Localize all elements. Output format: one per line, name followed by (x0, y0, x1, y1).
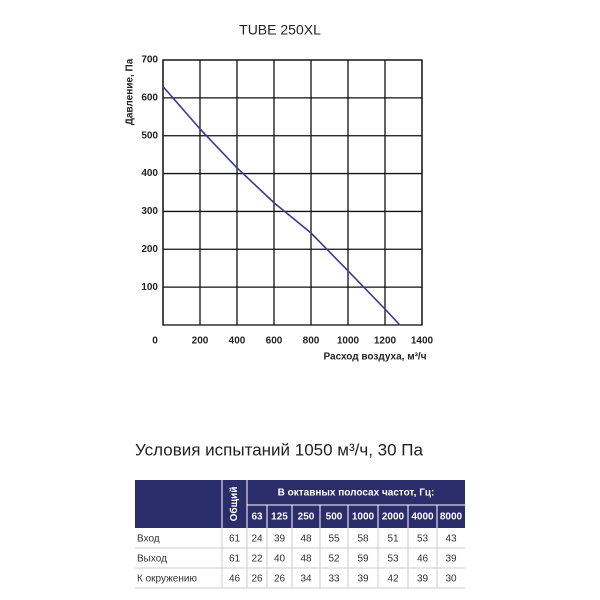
value-cell: 34 (300, 574, 312, 585)
value-cell: 51 (387, 534, 399, 545)
plot-frame (162, 59, 423, 326)
bands-header: В октавных полосах частот, Гц: (278, 488, 435, 499)
value-cell: 48 (300, 534, 312, 545)
row-label: К окружению (137, 574, 197, 585)
y-tick-label: 700 (141, 55, 158, 66)
test-conditions: Условия испытаний 1050 м³/ч, 30 Па (135, 440, 424, 459)
value-cell: 39 (274, 534, 286, 545)
x-tick-label: 0 (152, 336, 158, 347)
value-cell: 59 (357, 554, 369, 565)
value-cell: 55 (328, 534, 340, 545)
frequency-header: 1000 (352, 512, 375, 523)
frequency-header: 8000 (440, 512, 463, 523)
x-tick-label: 1200 (374, 336, 397, 347)
x-tick-label: 400 (229, 336, 246, 347)
value-cell: 39 (417, 574, 429, 585)
y-tick-label: 100 (141, 282, 158, 293)
value-cell: 40 (274, 554, 286, 565)
value-cell: 30 (445, 574, 457, 585)
value-cell: 46 (417, 554, 429, 565)
table-header (135, 480, 465, 528)
x-axis-label: Расход воздуха, м³/ч (323, 352, 426, 363)
value-cell: 53 (417, 534, 429, 545)
value-cell: 39 (357, 574, 369, 585)
value-cell: 52 (328, 554, 340, 565)
x-tick-label: 800 (303, 336, 320, 347)
value-cell: 22 (251, 554, 263, 565)
value-cell: 42 (387, 574, 399, 585)
y-tick-label: 500 (141, 130, 158, 141)
y-tick-label: 600 (141, 92, 158, 103)
total-cell: 61 (229, 534, 241, 545)
total-header: Общий (228, 487, 240, 522)
value-cell: 39 (445, 554, 457, 565)
data-line (162, 85, 401, 326)
row-label: Вход (137, 534, 160, 545)
x-tick-label: 1400 (411, 336, 434, 347)
value-cell: 53 (387, 554, 399, 565)
x-tick-label: 1000 (337, 336, 360, 347)
frequency-header: 500 (326, 512, 343, 523)
total-cell: 46 (229, 574, 241, 585)
value-cell: 26 (274, 574, 286, 585)
frequency-header: 125 (271, 512, 288, 523)
y-tick-label: 300 (141, 206, 158, 217)
frequency-header: 2000 (382, 512, 405, 523)
y-tick-label: 400 (141, 168, 158, 179)
value-cell: 33 (328, 574, 340, 585)
row-label: Выход (137, 554, 167, 565)
x-tick-label: 200 (192, 336, 209, 347)
total-cell: 61 (229, 554, 241, 565)
chart-title: TUBE 250XL (239, 22, 321, 38)
value-cell: 43 (445, 534, 457, 545)
frequency-header: 63 (251, 512, 263, 523)
x-tick-label: 600 (266, 336, 283, 347)
value-cell: 48 (300, 554, 312, 565)
frequency-header: 4000 (411, 512, 434, 523)
value-cell: 58 (357, 534, 369, 545)
y-tick-label: 200 (141, 244, 158, 255)
value-cell: 26 (251, 574, 263, 585)
frequency-header: 250 (298, 512, 315, 523)
value-cell: 24 (251, 534, 263, 545)
y-axis-label: Давление, Па (125, 58, 136, 125)
